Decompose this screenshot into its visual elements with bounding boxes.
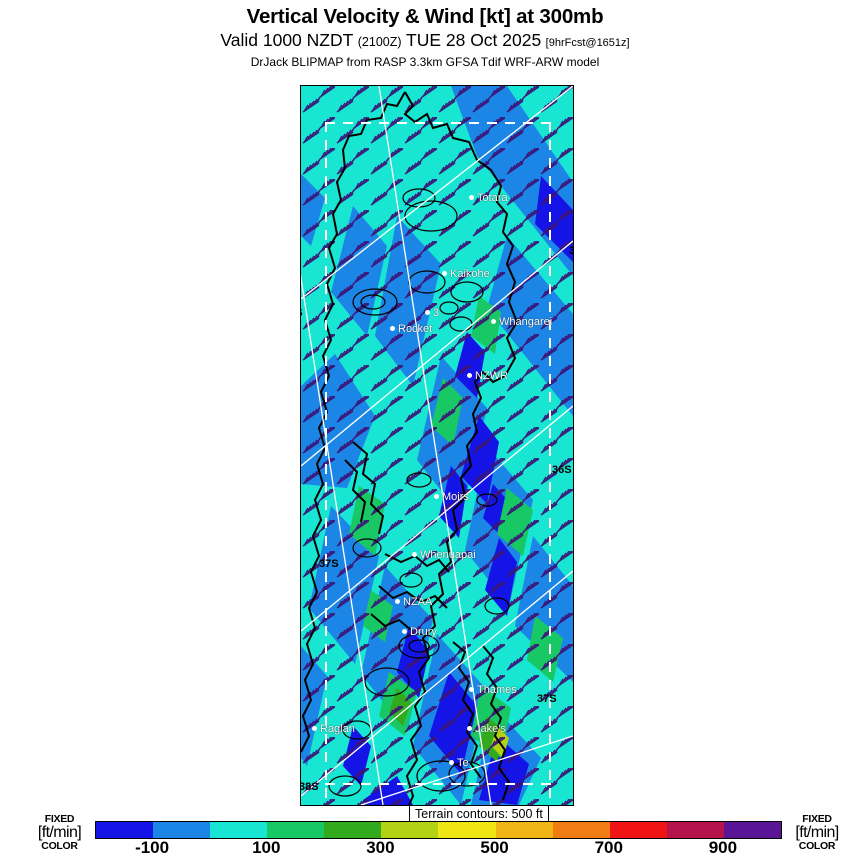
city-marker: Te: [449, 754, 469, 772]
city-label: Raglan: [320, 722, 355, 735]
city-label: NZWR: [475, 369, 508, 382]
model-source-line: DrJack BLIPMAP from RASP 3.3km GFSA Tdif…: [250, 55, 600, 69]
graticule-label: 37S: [537, 693, 557, 705]
city-marker: Whangarei: [491, 313, 552, 331]
graticule-label: 36S: [552, 464, 572, 476]
city-marker: Rocket: [390, 320, 432, 338]
colorbar[interactable]: [95, 821, 782, 839]
graticule-label: 35S: [569, 245, 573, 257]
colorbar-tick: 100: [252, 838, 281, 857]
city-dot-icon: [491, 319, 496, 325]
colorbar-swatch: [267, 822, 325, 838]
city-label: NZAA: [403, 595, 433, 608]
city-label: Te: [457, 756, 469, 769]
domain-box-left: [325, 122, 327, 805]
colorbar-swatch: [210, 822, 268, 838]
colorbar-swatch: [438, 822, 496, 838]
title-block: Vertical Velocity & Wind [kt] at 300mb V…: [0, 0, 850, 70]
colorbar-swatch: [666, 822, 724, 838]
colorbar-right-unit: [ft/min]: [795, 823, 839, 841]
colorbar-tick: -100: [135, 838, 170, 857]
city-marker: Moirs: [434, 488, 469, 506]
colorbar-tick: 500: [480, 838, 509, 857]
city-dot-icon: [469, 195, 474, 201]
colorbar-tick-labels: -100 100 300 500 700 900: [95, 838, 780, 860]
colorbar-swatch: [495, 822, 553, 838]
city-dot-icon: [434, 494, 439, 500]
city-dot-icon: [469, 687, 474, 693]
city-dot-icon: [449, 760, 454, 766]
city-label: Totara: [477, 191, 508, 204]
city-marker: Whenuapai: [412, 546, 476, 564]
city-dot-icon: [312, 726, 317, 732]
city-dot-icon: [412, 552, 417, 558]
weather-map[interactable]: Totara Kaikohe 3 Rocket Whangarei NZWR Moirs Wh…: [300, 85, 574, 806]
colorbar-tick: 900: [708, 838, 738, 857]
colorbar-tick: 700: [594, 838, 623, 857]
valid-time-line: Valid 1000 NZDT (2100Z) TUE 28 Oct 2025 …: [0, 30, 850, 54]
colorbar-swatch: [96, 822, 154, 838]
page-title: Vertical Velocity & Wind [kt] at 300mb: [246, 5, 604, 28]
graticule: [301, 86, 573, 805]
colorbar-swatch: [552, 822, 610, 838]
colorbar-tick: 300: [366, 838, 395, 857]
domain-box-top: [325, 122, 551, 124]
domain-box-bottom: [325, 783, 551, 785]
city-dot-icon: [467, 373, 472, 379]
colorbar-left-unit: [ft/min]: [37, 823, 82, 841]
city-marker: NZWR: [467, 367, 508, 385]
city-label: Jake's: [475, 722, 506, 735]
colorbar-right-label: FIXED [ft/min] COLOR: [782, 814, 850, 851]
city-marker: Totara: [469, 189, 508, 207]
colorbar-swatch: [723, 822, 781, 838]
colorbar-left-fixed: FIXED: [44, 813, 75, 825]
colorbar-swatch: [381, 822, 439, 838]
city-dot-icon: [467, 726, 472, 732]
city-marker: Thames: [469, 681, 517, 699]
colorbar-right-fixed: FIXED: [802, 813, 832, 825]
graticule-label: 37S: [319, 558, 339, 570]
city-dot-icon: [402, 629, 407, 635]
city-label: Whangarei: [499, 315, 553, 328]
colorbar-swatch: [153, 822, 211, 838]
city-dot-icon: [425, 310, 430, 316]
graticule-label: 38S: [300, 781, 319, 793]
city-marker: Jake's: [467, 720, 506, 738]
colorbar-left-color: COLOR: [41, 839, 78, 852]
valid-date: TUE 28 Oct 2025: [406, 30, 542, 50]
valid-time-prefix: Valid 1000 NZDT: [220, 30, 354, 50]
city-marker: Raglan: [312, 720, 355, 738]
city-label: Moirs: [442, 490, 469, 503]
colorbar-swatch: [609, 822, 667, 838]
domain-box-right: [549, 122, 551, 805]
valid-time-utc: (2100Z): [357, 35, 402, 49]
city-marker: 3: [425, 304, 439, 322]
city-marker: Drury: [402, 623, 437, 641]
colorbar-right-color: COLOR: [798, 839, 836, 852]
map-canvas: Totara Kaikohe 3 Rocket Whangarei NZWR Moirs Wh…: [301, 86, 573, 805]
colorbar-left-label: FIXED [ft/min] COLOR: [22, 814, 97, 851]
city-dot-icon: [442, 271, 447, 277]
city-marker: NZAA: [395, 593, 432, 611]
graticule-label: 173E: [378, 86, 404, 88]
city-dot-icon: [390, 326, 395, 332]
city-label: Thames: [477, 683, 517, 696]
colorbar-swatch: [324, 822, 382, 838]
city-marker: Kaikohe: [442, 265, 490, 283]
city-label: Rocket: [398, 322, 433, 335]
city-label: Kaikohe: [450, 267, 490, 280]
city-label: 3: [433, 306, 440, 319]
graticule-label: 36S: [301, 307, 303, 319]
city-label: Whenuapai: [420, 548, 476, 561]
forecast-tag: [9hrFcst@1651z]: [545, 37, 630, 49]
city-dot-icon: [395, 599, 400, 605]
city-label: Drury: [410, 625, 437, 638]
